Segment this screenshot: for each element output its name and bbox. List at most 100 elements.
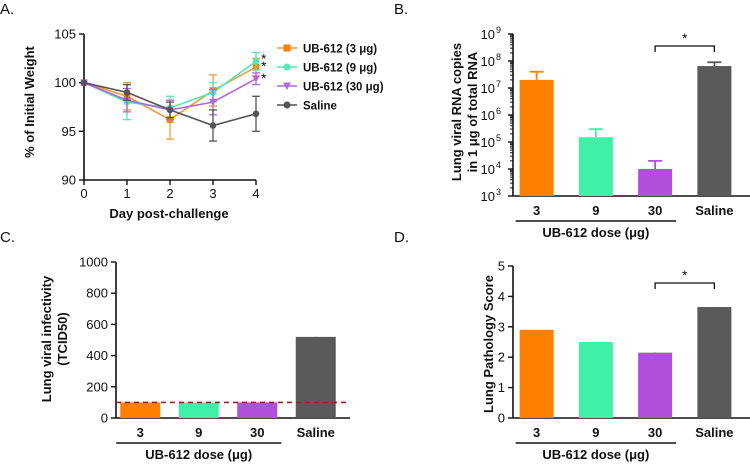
group-label: UB-612 dose (μg)	[145, 447, 252, 462]
marker-circle	[283, 101, 291, 109]
y-tick-label: 3	[498, 319, 505, 334]
bar-9	[178, 402, 219, 418]
y-tick-label: 5	[498, 259, 505, 274]
bar-30	[237, 402, 278, 418]
y-label-line: in 1 μg of total RNA	[465, 51, 480, 172]
significance-bracket: *	[654, 267, 716, 289]
bar-3	[519, 79, 554, 196]
y-tick-label: 105	[54, 27, 76, 42]
panel-a-letter: A.	[0, 1, 14, 18]
significance-star: *	[261, 70, 267, 86]
x-tick-label: 9	[195, 425, 202, 440]
x-tick-label: 3	[533, 425, 540, 440]
marker-square	[283, 44, 291, 52]
y-tick-label: 1000	[79, 255, 108, 270]
panel-a-axes: 90 95 100 105 0 1 2 3 4	[54, 27, 259, 202]
legend-label: UB-612 (3 μg)	[303, 44, 377, 56]
x-tick-label: 3	[209, 186, 216, 201]
panel-d-bars: 3 9 30 Saline *	[519, 267, 734, 440]
y-tick-exponent: 7	[496, 79, 501, 89]
marker-circle	[252, 110, 260, 118]
group-label: UB-612 dose (μg)	[542, 225, 649, 240]
y-tick-exponent: 6	[496, 106, 501, 116]
panel-a-series: ***	[80, 50, 267, 142]
y-label-line: Lung viral infectivity	[39, 275, 54, 402]
y-tick-label: 10	[481, 162, 495, 177]
marker-circle	[123, 89, 131, 96]
legend-label: UB-612 (30 μg)	[303, 82, 384, 94]
panel-d-axes: 0 1 2 3 4 5 UB-612 dose (μg)	[498, 259, 750, 462]
marker-circle	[209, 122, 217, 129]
y-tick-label: 10	[481, 108, 495, 123]
y-tick-label: 4	[498, 289, 505, 304]
x-tick-label: 3	[533, 203, 540, 218]
panel-a-ylabel: % of Initial Weight	[22, 45, 37, 157]
x-tick-label: Saline	[695, 425, 733, 440]
significance-star: *	[682, 30, 688, 46]
x-tick-label: 9	[592, 425, 599, 440]
panel-b-letter: B.	[394, 1, 408, 18]
y-tick-label: 2	[498, 350, 505, 365]
bar-9	[578, 137, 613, 196]
x-tick-label: 0	[80, 186, 87, 201]
marker-circle	[283, 63, 291, 71]
x-tick-label: 30	[250, 425, 264, 440]
significance-star: *	[261, 58, 267, 74]
panel-c: C. Lung viral infectivity (TCID50) 0 200 40…	[0, 229, 350, 462]
group-label: UB-612 dose (μg)	[542, 447, 649, 462]
y-tick-exponent: 4	[496, 160, 501, 170]
y-tick-label: 400	[86, 348, 108, 363]
y-tick-label: 10	[481, 54, 495, 69]
y-tick-label: 10	[481, 81, 495, 96]
y-tick-exponent: 8	[496, 52, 501, 62]
x-tick-label: 2	[166, 186, 173, 201]
panel-b: B. Lung viral RNA copies in 1 μg of total…	[394, 1, 750, 240]
x-tick-label: Saline	[695, 203, 733, 218]
x-tick-label: 30	[648, 425, 662, 440]
series-saline	[80, 79, 260, 142]
y-label-line: Lung viral RNA copies	[449, 43, 464, 181]
y-tick-label: 100	[54, 75, 76, 90]
x-tick-label: 3	[137, 425, 144, 440]
panel-a: A. % of Initial Weight Day post-challeng…	[0, 1, 384, 221]
y-tick-label: 0	[498, 411, 505, 426]
legend-label: Saline	[303, 101, 337, 113]
y-tick-label: 90	[62, 173, 76, 188]
x-tick-label: 4	[252, 186, 259, 201]
y-tick-exponent: 9	[496, 25, 501, 35]
x-tick-label: 1	[123, 186, 130, 201]
y-tick-label: 800	[86, 286, 108, 301]
x-tick-label: 30	[648, 203, 662, 218]
significance-bracket: *	[654, 30, 716, 52]
y-label-line: (TCID50)	[55, 312, 70, 365]
y-tick-exponent: 5	[496, 133, 501, 143]
y-tick-label: 200	[86, 379, 108, 394]
bracket-line	[654, 45, 716, 52]
panel-a-legend: UB-612 (3 μg) UB-612 (9 μg) UB-612 (30 μg)…	[277, 44, 384, 113]
marker-circle	[252, 57, 260, 65]
y-tick-label: 10	[481, 135, 495, 150]
y-tick-label: 95	[62, 124, 76, 139]
panel-a-xlabel: Day post-challenge	[109, 206, 228, 221]
panel-d: D. Lung Pathology Score 0 1 2 3 4 5 UB-612 dos…	[394, 229, 750, 462]
panel-d-ylabel: Lung Pathology Score	[481, 275, 496, 413]
y-tick-label: 1	[498, 380, 505, 395]
bar-saline	[697, 66, 732, 197]
marker-triangle	[252, 75, 260, 83]
panel-b-bars: 3 9 30 Saline *	[519, 30, 734, 218]
y-tick-label: 0	[101, 411, 108, 426]
bar-30	[638, 169, 673, 196]
marker-triangle	[283, 82, 291, 90]
panel-c-letter: C.	[0, 229, 15, 246]
marker-triangle	[209, 98, 217, 106]
y-tick-label: 600	[86, 317, 108, 332]
x-tick-label: Saline	[297, 425, 335, 440]
marker-circle	[166, 106, 174, 114]
panel-d-letter: D.	[394, 229, 409, 246]
bar-3	[120, 402, 161, 418]
y-tick-label: 10	[481, 27, 495, 42]
significance-star: *	[261, 50, 267, 66]
legend-label: UB-612 (9 μg)	[303, 63, 377, 75]
